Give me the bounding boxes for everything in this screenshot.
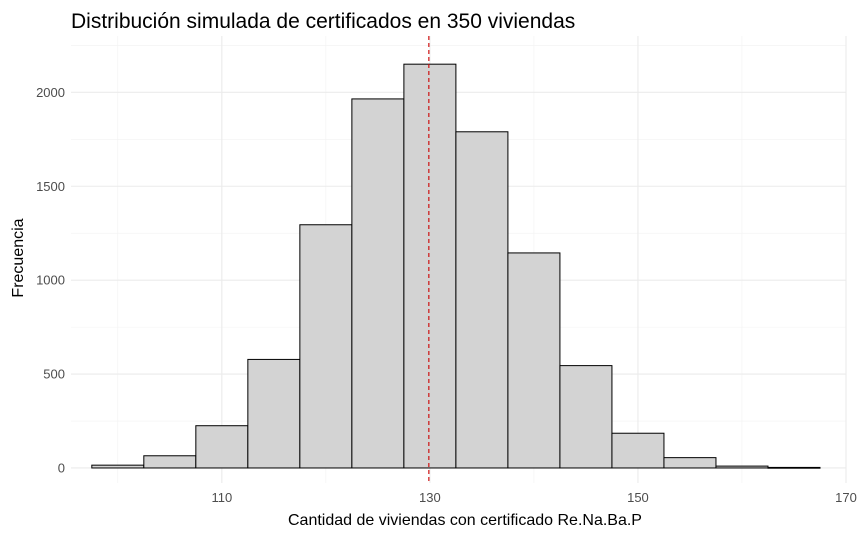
x-axis-ticks: 110 130 150 170 [211,490,856,505]
histogram-bar [559,365,613,469]
y-axis-title: Frecuencia [10,218,27,297]
histogram-bar [299,224,353,469]
histogram-bar [195,425,249,469]
y-tick-label: 1500 [36,179,65,194]
histogram-bar [91,464,145,469]
histogram-bars [91,63,821,469]
histogram-bar [143,455,197,469]
histogram-bar [507,252,561,469]
x-tick-label: 170 [835,490,857,505]
y-axis-ticks: 0 500 1000 1500 2000 [36,85,65,476]
histogram-bar [351,98,405,469]
y-tick-label: 500 [43,367,65,382]
histogram-bar [767,466,821,469]
histogram-bar [247,358,301,469]
chart-title: Distribución simulada de certificados en… [71,10,575,33]
x-tick-label: 110 [211,490,232,505]
histogram-bar [663,457,717,469]
histogram-bar [715,465,769,469]
histogram-bar [403,63,457,469]
y-tick-label: 0 [58,460,65,475]
x-tick-label: 130 [419,490,441,505]
y-tick-label: 1000 [36,273,65,288]
x-axis-title: Cantidad de viviendas con certificado Re… [288,512,642,529]
histogram-bar [611,432,665,469]
x-tick-label: 150 [627,490,649,505]
y-tick-label: 2000 [36,85,65,100]
histogram-bar [455,131,509,469]
